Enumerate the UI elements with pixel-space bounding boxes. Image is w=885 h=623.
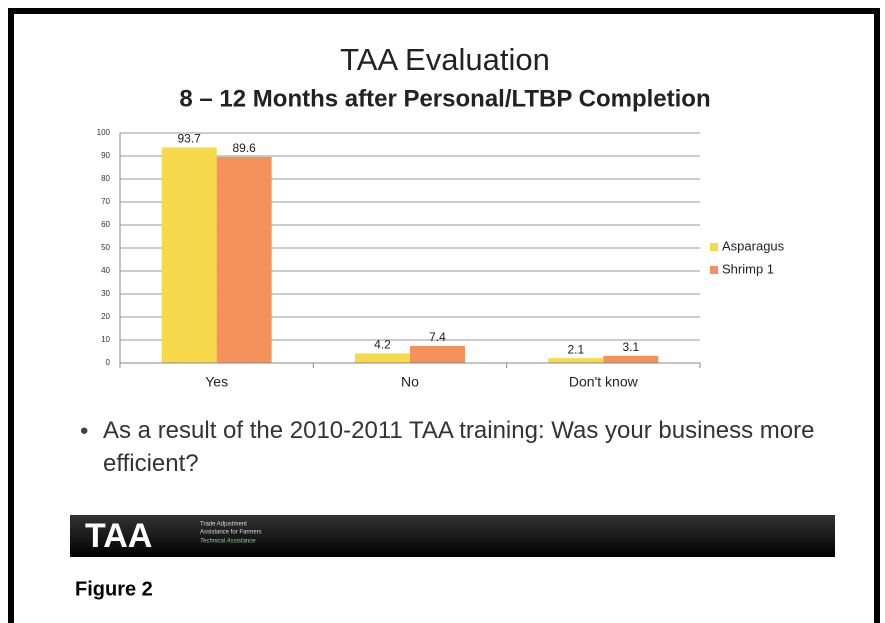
banner-logo: TAA — [85, 517, 152, 555]
y-tick-label: 100 — [97, 128, 111, 137]
y-tick-label: 40 — [101, 266, 110, 275]
y-tick-label: 50 — [101, 243, 110, 252]
bar — [603, 355, 659, 363]
data-label: 93.7 — [177, 132, 201, 146]
y-tick-label: 90 — [101, 151, 110, 160]
data-label: 89.6 — [232, 141, 256, 155]
y-tick-label: 60 — [101, 220, 110, 229]
banner-line: Trade Adjustment — [200, 522, 247, 528]
banner — [70, 515, 835, 557]
bar — [548, 358, 604, 363]
data-label: 2.1 — [567, 342, 584, 356]
data-label: 7.4 — [429, 330, 446, 344]
bar — [161, 147, 217, 363]
bar — [216, 156, 272, 363]
chart-subtitle: 8 – 12 Months after Personal/LTBP Comple… — [179, 85, 710, 112]
x-tick-label: Don't know — [569, 374, 639, 390]
y-tick-label: 10 — [101, 335, 110, 344]
bullet-dot: • — [80, 417, 88, 444]
bullet-box: As a result of the 2010-2011 TAA trainin… — [103, 417, 815, 477]
data-label: 3.1 — [622, 340, 639, 354]
bullet-text: As a result of the 2010-2011 TAA trainin… — [103, 417, 815, 477]
y-tick-label: 80 — [101, 174, 110, 183]
legend-swatch — [710, 266, 718, 274]
chart-title: TAA Evaluation — [340, 42, 550, 77]
y-tick-label: 70 — [101, 197, 110, 206]
legend-label: Shrimp 1 — [722, 261, 774, 276]
y-tick-label: 0 — [106, 358, 111, 367]
caption: Figure 2 — [75, 578, 153, 600]
legend-swatch — [710, 243, 718, 251]
frame — [8, 8, 880, 623]
x-tick-label: No — [401, 374, 419, 390]
bar — [410, 345, 465, 363]
legend-label: Asparagus — [722, 238, 785, 253]
x-tick-label: Yes — [205, 374, 228, 390]
banner-line: Assistance for Farmers — [200, 530, 262, 536]
y-tick-label: 30 — [101, 289, 110, 298]
bar — [355, 353, 410, 363]
y-tick-label: 20 — [101, 312, 110, 321]
banner-line: Technical Assistance — [200, 539, 256, 545]
data-label: 4.2 — [374, 338, 391, 352]
